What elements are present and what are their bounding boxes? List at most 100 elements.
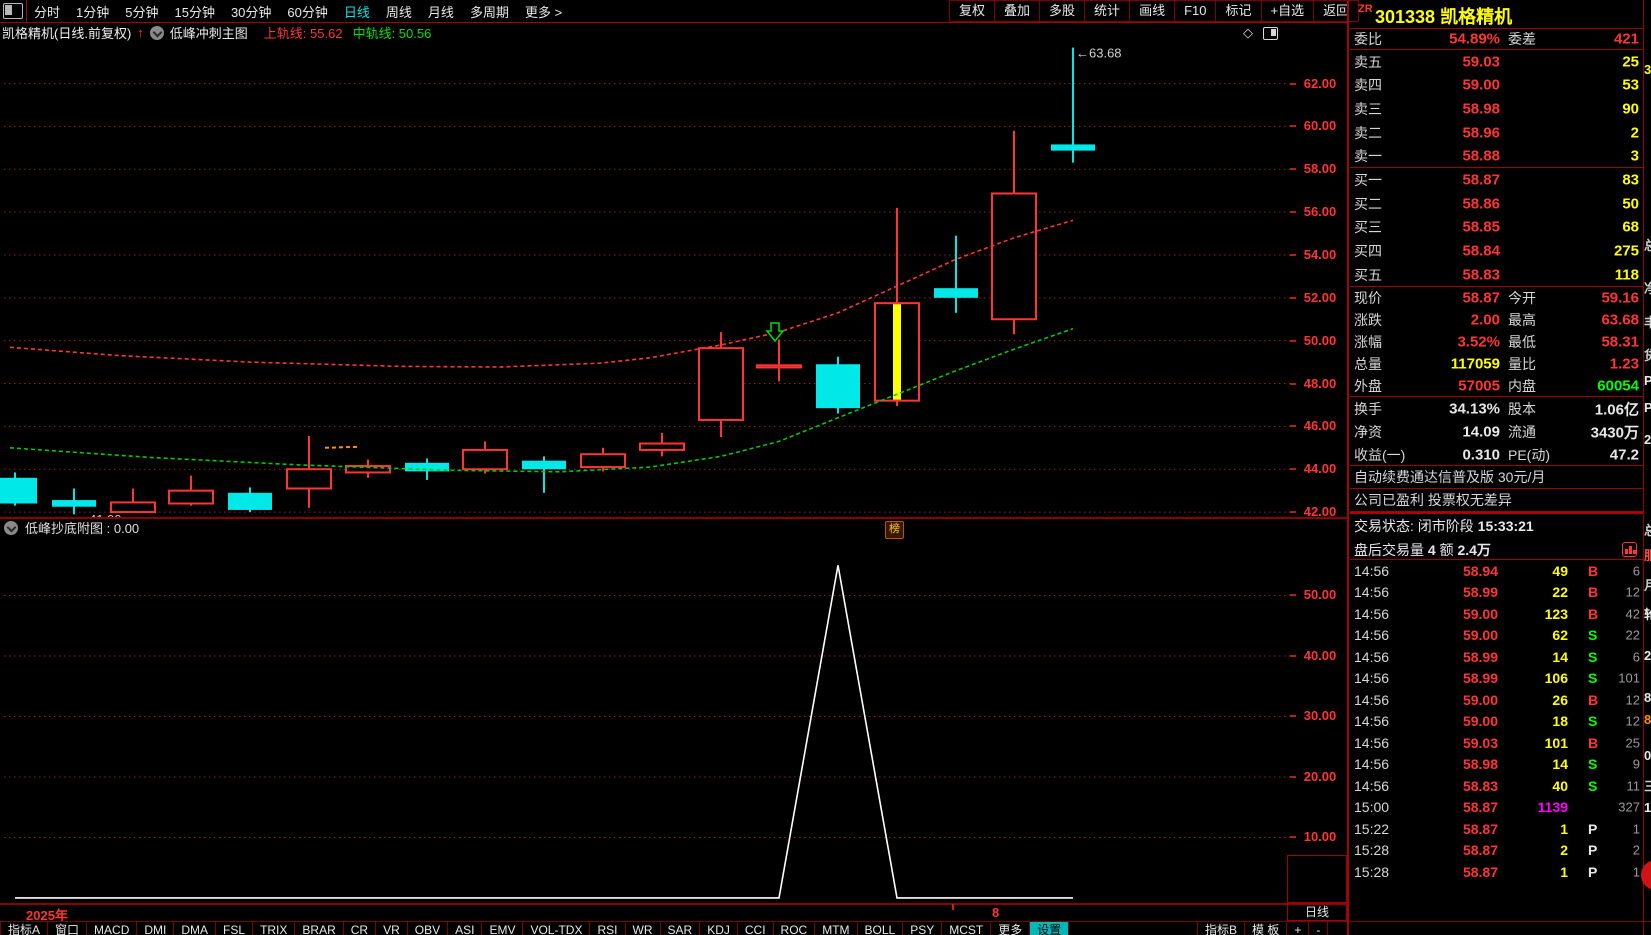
bid-row[interactable]: 买二 58.86 50 xyxy=(1350,192,1643,216)
indicator-tab-EMV[interactable]: EMV xyxy=(482,922,524,935)
indicator-tab-DMA[interactable]: DMA xyxy=(174,922,217,935)
stat-value: 58.31 xyxy=(1601,333,1639,351)
indicator-tab-BOLL[interactable]: BOLL xyxy=(858,922,904,935)
ask-row[interactable]: 卖四 59.00 53 xyxy=(1350,74,1643,98)
tool-button-统计[interactable]: 统计 xyxy=(1084,0,1131,22)
indicator-tab-VR[interactable]: VR xyxy=(376,922,408,935)
indicator-tab-PSY[interactable]: PSY xyxy=(903,922,943,935)
indicator-tab-VOL-TDX[interactable]: VOL-TDX xyxy=(523,922,591,935)
indicator-tab-MTM[interactable]: MTM xyxy=(815,922,858,935)
indicator-tab-OBV[interactable]: OBV xyxy=(408,922,449,935)
period-tab-60分钟[interactable]: 60分钟 xyxy=(287,4,328,20)
candle-18 xyxy=(991,130,1037,335)
tick-time: 15:00 xyxy=(1354,799,1390,816)
tick-row: 14:56 58.99 14 S 6 xyxy=(1350,646,1643,668)
indicator-tab-right-指标B[interactable]: 指标B xyxy=(1197,922,1246,935)
period-tab-多周期[interactable]: 多周期 xyxy=(469,4,509,20)
notice-line: 自动续费通达信普及版 30元/月 xyxy=(1350,466,1643,489)
bid-row[interactable]: 买四 58.84 275 xyxy=(1350,239,1643,263)
candle-9 xyxy=(462,441,508,474)
candle-11 xyxy=(580,447,626,472)
diamond-icon[interactable]: ◇ xyxy=(1243,25,1253,40)
floating-button-cut[interactable] xyxy=(1641,860,1651,890)
candle-17 xyxy=(934,235,978,313)
indicator-tab-BRAR[interactable]: BRAR xyxy=(295,922,344,935)
stat-row: 涨幅 3.52% 最低 58.31 xyxy=(1350,331,1643,353)
indicator-tab-ASI[interactable]: ASI xyxy=(448,922,483,935)
level-label: 买二 xyxy=(1354,195,1382,212)
clipped-column-fragment: P xyxy=(1644,400,1651,415)
indicator-tab-DMI[interactable]: DMI xyxy=(137,922,175,935)
tool-button-+自选[interactable]: +自选 xyxy=(1260,0,1315,22)
axis-tick xyxy=(1290,654,1296,657)
window-layout-icon[interactable] xyxy=(3,3,23,19)
bid-row[interactable]: 买五 58.83 118 xyxy=(1350,263,1643,287)
indicator-tab-CR[interactable]: CR xyxy=(344,922,377,935)
main-chart-canvas[interactable]: ←41.90 ←63.68 xyxy=(0,42,1295,517)
bid-row[interactable]: 买一 58.87 83 xyxy=(1350,168,1643,192)
indicator-tab-right-+[interactable]: + xyxy=(1287,922,1310,935)
level-volume: 83 xyxy=(1622,171,1639,189)
stat-value: 57005 xyxy=(1458,377,1500,395)
indicator-tab-MACD[interactable]: MACD xyxy=(87,922,138,935)
period-tab-月线[interactable]: 月线 xyxy=(427,4,454,20)
indicator-tab-更多[interactable]: 更多 xyxy=(991,922,1031,935)
period-tab-30分钟[interactable]: 30分钟 xyxy=(230,4,272,20)
tool-button-F10[interactable]: F10 xyxy=(1174,0,1217,22)
stat-value: 34.13% xyxy=(1449,400,1500,417)
main-indicator-name[interactable]: 低峰冲刺主图 xyxy=(169,26,248,41)
ask-row[interactable]: 卖五 59.03 25 xyxy=(1350,50,1643,74)
tool-button-多股[interactable]: 多股 xyxy=(1039,0,1086,22)
period-tab-分时[interactable]: 分时 xyxy=(34,4,61,20)
ask-row[interactable]: 卖二 58.96 2 xyxy=(1350,121,1643,145)
tool-button-复权[interactable]: 复权 xyxy=(949,0,996,22)
indicator-tab-SAR[interactable]: SAR xyxy=(661,922,701,935)
bid-row[interactable]: 买三 58.85 68 xyxy=(1350,216,1643,240)
indicator-tab-KDJ[interactable]: KDJ xyxy=(700,922,738,935)
clipped-column-fragment: 净 xyxy=(1644,281,1651,296)
period-tab-15分钟[interactable]: 15分钟 xyxy=(174,4,215,20)
period-tab-日线[interactable]: 日线 xyxy=(343,4,370,20)
tool-button-标记[interactable]: 标记 xyxy=(1215,0,1262,22)
indicator-tab-设置[interactable]: 设置 xyxy=(1030,922,1070,935)
indicator-tab-RSI[interactable]: RSI xyxy=(590,922,626,935)
indicator-tab-TRIX[interactable]: TRIX xyxy=(253,922,296,935)
period-tab-更多 >[interactable]: 更多 > xyxy=(524,4,563,20)
indicator-tab-right-模 板[interactable]: 模 板 xyxy=(1245,922,1288,935)
indicator-tab-CCI[interactable]: CCI xyxy=(738,922,774,935)
mini-volume-icon[interactable] xyxy=(1622,542,1637,557)
rank-tag-marker[interactable]: 榜 xyxy=(885,521,904,539)
indicator-tab-窗口[interactable]: 窗口 xyxy=(48,922,88,935)
collapse-sub-icon[interactable] xyxy=(4,520,18,535)
sub-chart-canvas[interactable] xyxy=(0,536,1295,903)
period-tab-1分钟[interactable]: 1分钟 xyxy=(76,4,110,20)
tick-price: 58.83 xyxy=(1462,777,1498,794)
tick-row: 15:00 58.87 1139 327 xyxy=(1350,797,1643,819)
clipped-column-fragment: 3 xyxy=(1644,62,1651,77)
tool-button-叠加[interactable]: 叠加 xyxy=(994,0,1041,22)
period-cell[interactable]: 日线 xyxy=(1287,903,1347,921)
split-window-icon[interactable] xyxy=(1263,26,1278,40)
stat-label: 最低 xyxy=(1508,334,1536,350)
stat-label: 换手 xyxy=(1354,400,1382,417)
indicator-tab-MCST[interactable]: MCST xyxy=(942,922,992,935)
indicator-tab-FSL[interactable]: FSL xyxy=(216,922,254,935)
period-tab-周线[interactable]: 周线 xyxy=(385,4,412,20)
ask-row[interactable]: 卖一 58.88 3 xyxy=(1350,144,1643,168)
indicator-tab-right--[interactable]: - xyxy=(1309,922,1329,935)
collapse-main-icon[interactable] xyxy=(149,25,164,40)
pane-divider[interactable] xyxy=(0,517,1347,519)
tool-button-画线[interactable]: 画线 xyxy=(1129,0,1176,22)
indicator-tab-ROC[interactable]: ROC xyxy=(774,922,816,935)
tick-time: 14:56 xyxy=(1354,562,1390,579)
indicator-tabbar: 指标A 窗口 MACD DMI DMA FSL TRIX BRAR CR VR OBV ASI EMV V… xyxy=(0,922,1190,935)
indicator-tab-指标A[interactable]: 指标A xyxy=(0,922,49,935)
tool-button-返回[interactable]: 返回 xyxy=(1313,0,1360,22)
candle-4 xyxy=(168,475,214,506)
period-tab-5分钟[interactable]: 5分钟 xyxy=(125,4,159,20)
stat-value: 1.23 xyxy=(1609,355,1639,373)
stat-value: 2.00 xyxy=(1470,311,1500,329)
ask-row[interactable]: 卖三 58.98 90 xyxy=(1350,97,1643,121)
stat-label: 流通 xyxy=(1508,423,1536,440)
indicator-tab-WR[interactable]: WR xyxy=(626,922,661,935)
